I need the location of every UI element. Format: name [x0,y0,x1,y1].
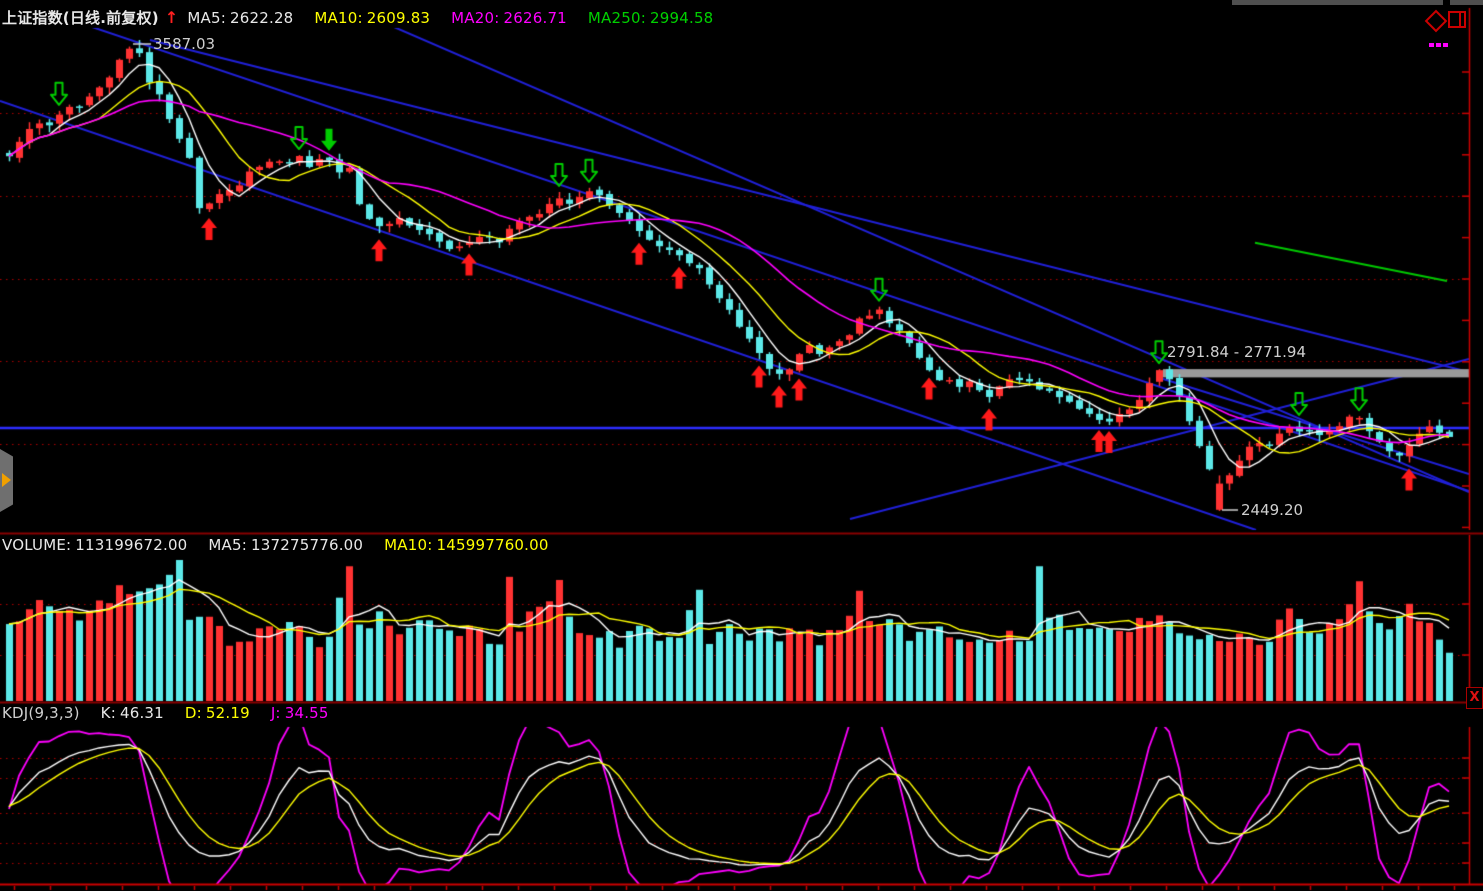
kdj-k-label: K: [100,704,116,722]
volume-label: VOLUME: [2,536,72,554]
kdj-j-value: 34.55 [284,704,329,722]
volume-ma10-label: MA10: [384,536,433,554]
ma10-label: MA10: [314,9,363,27]
volume-ma10-value: 145997760.00 [436,536,549,554]
window-edge-strip [1232,0,1443,5]
ma20-value: 2626.71 [503,9,567,27]
kdj-d-label: D: [184,704,202,722]
ma250-label: MA250: [587,9,646,27]
peak-price-label: 3587.03 [153,35,216,53]
close-indicator-button[interactable]: X [1466,687,1483,709]
sidebar-flyout-handle[interactable] [0,449,13,512]
expand-sidebar-arrow-icon [2,473,11,487]
volume-header: VOLUME: 113199672.00 MA5: 137275776.00 MA1… [2,536,553,554]
ma10-value: 2609.83 [366,9,431,27]
pane-split-line [1459,13,1461,26]
ma5-label: MA5: [187,9,226,27]
volume-value: 113199672.00 [75,536,188,554]
kdj-j-label: J: [270,704,281,722]
volume-ma5-label: MA5: [208,536,248,554]
low-price-label: 2449.20 [1241,501,1304,519]
kdj-params-label: KDJ(9,3,3) [2,704,80,722]
ma5-value: 2622.28 [230,9,294,27]
trend-up-arrow-icon: ↑ [164,8,179,27]
ma20-label: MA20: [451,9,500,27]
kdj-d-value: 52.19 [205,704,250,722]
more-dashes-icon[interactable] [1429,32,1450,51]
window-edge-strip [1450,0,1483,5]
gap-zone-label: 2791.84 - 2771.94 [1167,343,1307,361]
kdj-k-value: 46.31 [119,704,164,722]
volume-ma5-value: 137275776.00 [251,536,364,554]
panes-icon[interactable] [1448,11,1466,28]
ma250-value: 2994.58 [650,9,714,27]
kdj-header: KDJ(9,3,3) K: 46.31 D: 52.19 J: 34.55 [2,704,333,722]
main-chart-header: 上证指数(日线.前复权) ↑ MA5: 2622.28 MA10: 2609.83 M… [2,7,717,28]
symbol-period-title: 上证指数(日线.前复权) [2,9,159,27]
